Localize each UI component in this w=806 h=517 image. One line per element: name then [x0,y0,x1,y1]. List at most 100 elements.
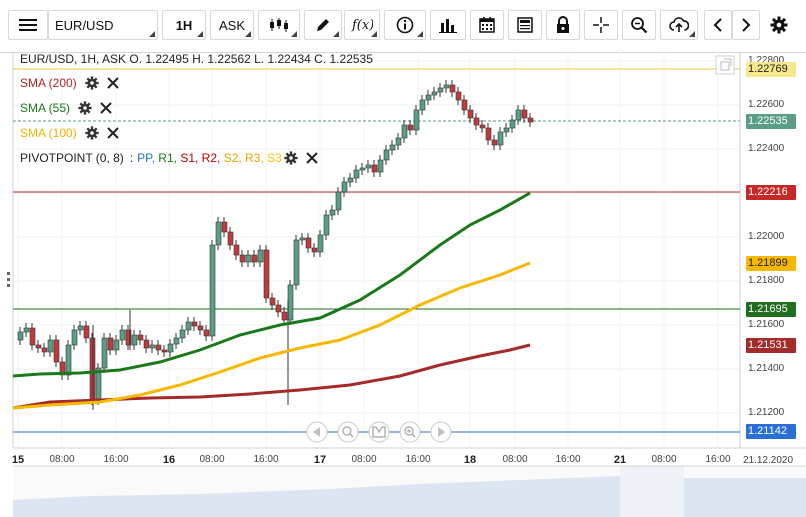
candle [53,339,60,363]
chevron-left-icon [713,18,722,32]
chart-type-button[interactable] [258,10,300,40]
next-button[interactable] [732,10,760,40]
y-tick-label: 1.21800 [748,275,785,286]
calendar-button[interactable] [470,10,504,40]
candle [509,119,516,129]
candle [329,209,336,216]
price-type-selector[interactable]: ASK [210,10,254,40]
gear-icon[interactable] [85,76,99,90]
candle [521,109,528,119]
close-icon[interactable] [100,102,112,114]
candle [485,127,492,141]
calendar-icon [479,17,495,33]
function-icon: f(x) [351,18,373,33]
info-button[interactable] [384,10,426,40]
candle [191,321,198,327]
candle [347,177,354,183]
zoom-button[interactable] [622,10,656,40]
candle [107,337,114,351]
dropdown-corner-icon [291,31,297,37]
price-type-text: ASK [218,17,245,33]
candle [125,329,132,346]
x-tick-label: 08:00 [502,454,528,465]
lock-button[interactable] [546,10,580,40]
candle [221,221,228,233]
candle [467,109,474,119]
close-icon[interactable] [106,77,119,89]
candle [461,99,468,111]
pivot-item-r2: R2, [201,151,224,165]
settings-button[interactable] [764,10,794,40]
zoom-in-button[interactable] [399,421,421,443]
draw-button[interactable] [304,10,342,40]
pencil-icon [317,19,329,31]
candlestick-icon [270,18,288,32]
x-tick-label: 16:00 [705,454,731,465]
legend-separator: : [129,151,134,165]
candle [437,87,444,93]
candle [59,361,66,376]
legend-pivotpoint: PIVOTPOINT (0, 8) : PP, R1, S1, R2, S2, … [20,151,318,165]
scroll-right-button[interactable] [430,421,452,443]
x-tick-label: 08:00 [351,454,377,465]
scroll-controls [306,421,452,443]
x-tick-label: 16:00 [253,454,279,465]
indicators-button[interactable]: f(x) [344,10,380,40]
close-icon[interactable] [106,127,119,139]
candle [269,297,276,306]
candle [407,124,414,131]
candle [185,321,192,331]
price-label-sma200: 1.21531 [746,338,796,353]
candle [449,84,456,93]
panel-drag-handle[interactable] [7,272,10,287]
pivot-item-s1: S1, [180,151,202,165]
x-tick-label: 08:00 [49,454,75,465]
candle [359,167,366,171]
crosshair-button[interactable] [584,10,618,40]
x-tick-label: 15 [11,454,25,466]
gear-icon[interactable] [85,126,99,140]
x-tick-label: 16:00 [405,454,431,465]
candle [113,339,120,351]
y-tick-label: 1.21200 [748,407,785,418]
bar-chart-icon [439,19,457,33]
pivot-item-r3: R3, [245,151,268,165]
legend-label: SMA (200) [20,76,77,90]
candle [377,159,384,173]
dropdown-corner-icon [197,31,203,37]
zoom-out-button[interactable] [337,421,359,443]
news-button[interactable] [508,10,542,40]
candle [245,254,252,263]
y-tick-label: 1.22800 [748,55,785,66]
toolbar: EUR/USD 1H ASK f(x) [0,0,806,53]
upload-button[interactable] [660,10,698,40]
candle [209,244,216,337]
candle [275,304,282,313]
candle [131,334,138,346]
scroll-left-button[interactable] [306,421,328,443]
timeframe-text: 1H [175,17,193,33]
gear-icon[interactable] [284,151,298,165]
fit-button[interactable] [368,421,390,443]
timeframe-selector[interactable]: 1H [162,10,206,40]
close-icon[interactable] [306,152,318,164]
x-tick-label: 16:00 [555,454,581,465]
y-tick-label: 1.22400 [748,143,785,154]
candle [23,327,30,333]
volume-button[interactable] [430,10,466,40]
candle [353,169,360,179]
symbol-text: EUR/USD [55,17,114,33]
candle [305,237,312,249]
dropdown-corner-icon [417,31,423,37]
candles [17,80,534,410]
candle [65,344,72,376]
symbol-selector[interactable]: EUR/USD [48,10,158,40]
menu-button[interactable] [8,10,48,40]
prev-button[interactable] [704,10,732,40]
candle [479,124,486,129]
expand-icon[interactable] [715,55,735,75]
candle [239,254,246,263]
legend-sma-200: SMA (200) [20,76,119,90]
gear-icon[interactable] [78,101,92,115]
